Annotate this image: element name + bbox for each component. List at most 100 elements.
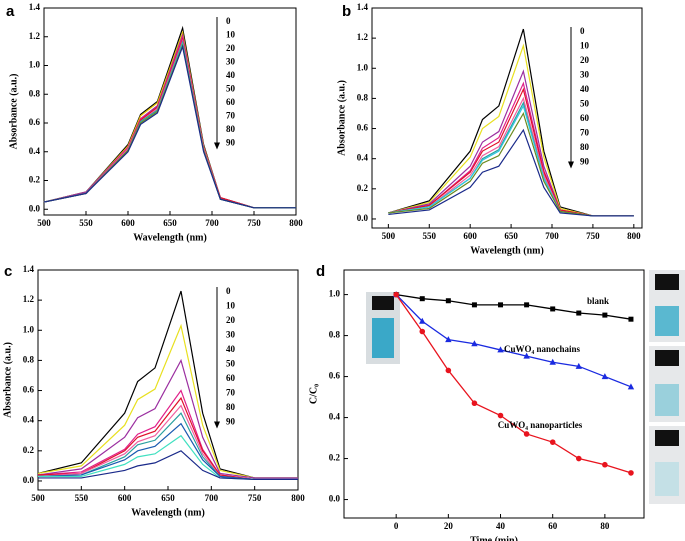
marker	[523, 431, 530, 437]
panel-label: d	[316, 263, 325, 280]
legend-label: 30	[226, 330, 236, 340]
y-tick-label: 1.0	[23, 324, 35, 334]
y-tick-label: 0.2	[29, 175, 41, 185]
series-line	[43, 30, 296, 209]
series-line	[38, 434, 298, 481]
legend-label: 0	[226, 16, 231, 26]
legend-label: 40	[226, 70, 236, 80]
legend-label: 50	[226, 84, 236, 94]
series-line	[388, 43, 634, 217]
y-tick-label: 1.2	[357, 32, 369, 42]
series-line	[37, 323, 298, 479]
marker	[576, 310, 582, 316]
vial-liquid	[372, 318, 394, 358]
vial-liquid	[655, 306, 679, 336]
vial-liquid	[655, 462, 679, 496]
marker	[575, 362, 582, 369]
series-line	[388, 111, 634, 217]
x-axis-label: Wavelength (nm)	[131, 507, 205, 518]
legend-label: 90	[580, 157, 590, 167]
x-tick-label: 0	[394, 521, 399, 531]
y-tick-label: 1.0	[29, 60, 41, 70]
x-tick-label: 500	[31, 493, 45, 503]
marker	[602, 312, 608, 318]
legend-label: 90	[226, 138, 236, 148]
x-tick-label: 80	[600, 521, 610, 531]
x-tick-label: 800	[291, 493, 305, 503]
vial-cap	[372, 296, 394, 310]
y-tick-label: 0.2	[357, 183, 369, 193]
legend-label: 80	[580, 142, 590, 152]
marker	[445, 298, 451, 304]
y-tick-label: 0.2	[23, 445, 35, 455]
marker	[445, 367, 452, 374]
y-tick-label: 0.8	[329, 330, 341, 340]
x-tick-label: 750	[586, 231, 600, 241]
series-line	[37, 404, 298, 481]
panel-label: a	[6, 3, 15, 20]
y-axis-label: C/C₀	[308, 384, 319, 404]
panel-label: c	[4, 263, 12, 280]
legend-arrowhead	[214, 142, 220, 150]
marker	[498, 302, 504, 308]
y-tick-label: 0.8	[23, 354, 35, 364]
legend-arrowhead	[568, 161, 574, 169]
legend-label: 70	[226, 111, 236, 121]
y-tick-label: 0.6	[329, 371, 341, 381]
plot: 500 550 600 650 700 750 8000.00.20.40.60.81.01…	[6, 2, 303, 243]
series-line	[388, 101, 634, 217]
legend-label: 50	[580, 99, 590, 109]
series-line	[37, 358, 298, 479]
panel-label: b	[342, 3, 351, 20]
series-line	[388, 87, 634, 217]
series-line	[388, 28, 634, 217]
x-tick-label: 800	[627, 231, 641, 241]
y-tick-label: 0.0	[357, 213, 369, 223]
plot-frame	[371, 7, 643, 229]
marker	[497, 412, 504, 419]
legend-label: 0	[226, 286, 231, 296]
series-line	[388, 69, 634, 217]
marker	[419, 328, 426, 335]
x-tick-label: 600	[463, 231, 477, 241]
marker	[471, 400, 478, 407]
x-tick-label: 700	[205, 493, 219, 503]
legend-label: 60	[580, 113, 590, 123]
y-tick-label: 1.4	[23, 264, 35, 274]
x-tick-label: 650	[504, 231, 518, 241]
marker	[601, 373, 609, 380]
y-tick-label: 0.0	[23, 475, 35, 485]
y-tick-label: 0.4	[357, 153, 369, 163]
plot: 500 550 600 650 700 750 8000.00.20.40.60.81.01…	[2, 263, 305, 518]
marker	[628, 316, 634, 322]
x-tick-label: 600	[121, 218, 135, 228]
y-axis-label: Absorbance (a.u.)	[2, 342, 13, 418]
marker	[575, 455, 582, 462]
x-axis-label: Wavelength (nm)	[133, 232, 207, 243]
legend-label: 60	[226, 373, 236, 383]
marker	[419, 296, 425, 302]
y-tick-label: 0.6	[357, 123, 369, 133]
y-tick-label: 0.0	[29, 203, 41, 213]
x-tick-label: 750	[248, 493, 262, 503]
vial-cap	[655, 274, 679, 290]
series-line	[388, 81, 634, 217]
marker	[550, 306, 556, 312]
legend-label: 40	[580, 84, 590, 94]
marker	[549, 439, 556, 445]
y-tick-label: 1.2	[29, 31, 41, 41]
y-axis-label: Absorbance (a.u.)	[8, 74, 19, 150]
plot-frame	[343, 269, 645, 519]
y-tick-label: 1.4	[29, 2, 41, 12]
series-line	[43, 34, 296, 209]
x-tick-label: 40	[496, 521, 506, 531]
x-tick-label: 600	[118, 493, 132, 503]
legend-label: 20	[580, 55, 590, 65]
y-tick-label: 0.2	[329, 453, 341, 463]
marker	[393, 291, 399, 298]
marker	[602, 461, 608, 468]
plot: 0 20 40 60 80 0.0 0.2 0.4 0.6 0.8 1.0 Time (min) C/C…	[308, 263, 645, 541]
y-tick-label: 0.4	[23, 415, 35, 425]
marker	[419, 317, 426, 324]
